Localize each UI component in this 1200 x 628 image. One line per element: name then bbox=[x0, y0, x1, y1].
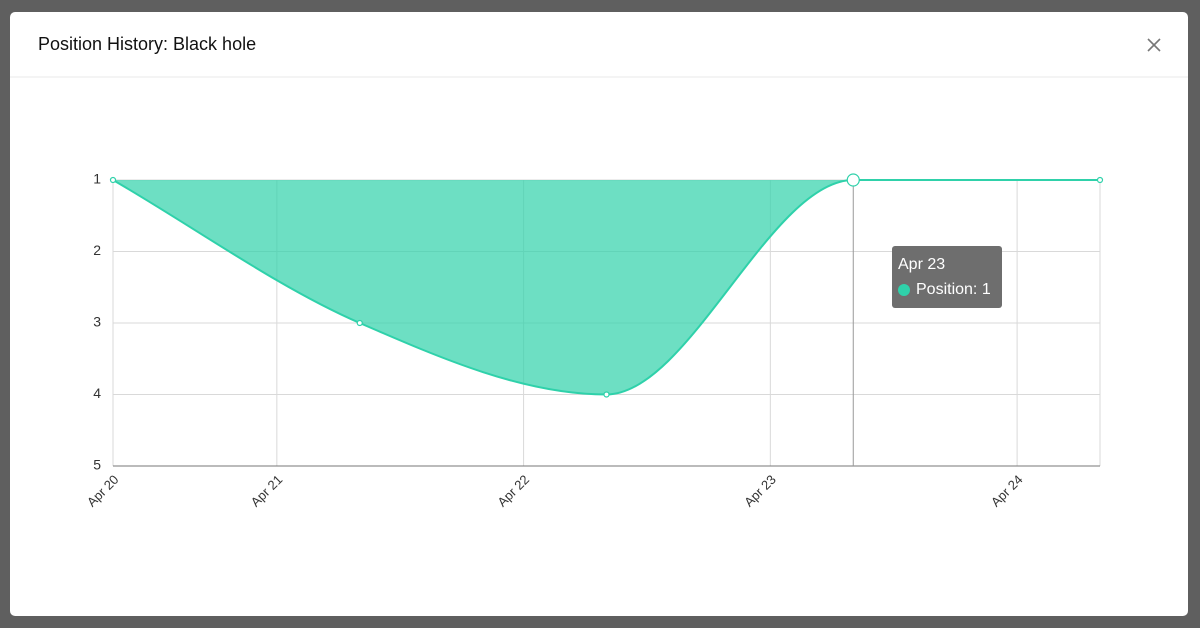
tooltip-title: Apr 23 bbox=[898, 256, 945, 273]
modal-title: Position History: Black hole bbox=[38, 34, 256, 54]
tooltip-swatch bbox=[898, 284, 910, 296]
point bbox=[1096, 176, 1104, 184]
point bbox=[603, 391, 610, 398]
point bbox=[846, 173, 860, 187]
area-fill bbox=[113, 180, 1100, 395]
y-tick-label: 5 bbox=[93, 457, 101, 473]
close-icon[interactable] bbox=[1147, 38, 1161, 52]
point bbox=[109, 176, 117, 184]
y-tick-label: 1 bbox=[93, 171, 101, 187]
y-tick-label: 3 bbox=[93, 314, 101, 330]
y-tick-label: 2 bbox=[93, 242, 101, 258]
tooltip: Apr 23 Position: 1 bbox=[892, 246, 1002, 308]
point bbox=[356, 319, 363, 327]
tooltip-text: Position: 1 bbox=[916, 281, 991, 298]
tooltip-box bbox=[892, 246, 1002, 308]
close-button[interactable] bbox=[1147, 38, 1161, 52]
y-tick-label: 4 bbox=[93, 385, 101, 401]
